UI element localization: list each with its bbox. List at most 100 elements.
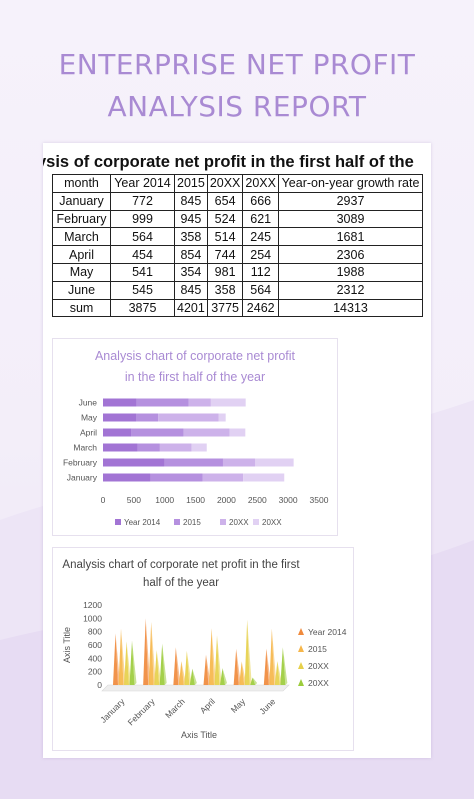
page-title: ENTERPRISE NET PROFIT ANALYSIS REPORT [0, 44, 474, 128]
table-cell: 254 [242, 245, 279, 264]
cone-mark [173, 647, 179, 685]
hbar-segment [137, 443, 160, 452]
cone-mark [124, 641, 129, 685]
cone-mark-shade [192, 668, 197, 685]
table-cell: 354 [174, 262, 208, 282]
cone-mark-shade [151, 622, 156, 685]
hbar-segment [136, 398, 189, 407]
cone-legend-swatch [298, 662, 304, 669]
hbar-category-label: February [63, 458, 98, 468]
cone-y-tick-label: 400 [88, 653, 102, 663]
hbar-segment [103, 413, 137, 422]
table-cell: 514 [206, 227, 244, 247]
cone-mark-shade [266, 648, 271, 685]
cone-mark-shade [277, 661, 282, 685]
table-cell: 3775 [206, 298, 244, 318]
hbar-segment [222, 458, 256, 467]
cone-mark-shade [236, 648, 241, 685]
table-header-cell: Year-on-year growth rate [278, 174, 423, 193]
table-header-row: month Year 2014 2015 20XX 20XX Year-on-year g… [52, 174, 423, 193]
horizontal-bar-chart: Analysis chart of corporate net profit i… [63, 349, 329, 527]
cone-category-label: May [229, 696, 248, 715]
hbar-segment [202, 473, 244, 482]
hbar-segment [131, 428, 184, 437]
report-sheet: ysis of corporate net profit in the firs… [43, 143, 431, 758]
hbar-x-tick-label: 0 [101, 495, 106, 505]
table-row: February 999 945 524 621 3089 [52, 209, 423, 229]
hbar-segment [183, 428, 230, 437]
cone-mark [154, 650, 160, 685]
hbar-x-tick-label: 1000 [155, 495, 174, 505]
cone-mark [189, 668, 195, 685]
cone-legend-label: 2015 [308, 644, 327, 654]
table-cell: 3875 [110, 298, 175, 318]
table-header-cell: 20XX [206, 174, 244, 193]
hbar-segment [159, 443, 192, 452]
table-row: May 541 354 981 112 1988 [52, 262, 423, 282]
cone-mark [280, 647, 286, 685]
hbar-segment [103, 428, 132, 437]
cone-legend-swatch [298, 628, 304, 635]
hbar-segment [150, 473, 203, 482]
cone-mark-shade [156, 650, 162, 685]
table-cell: 3089 [278, 209, 423, 229]
cone-mark-shade [132, 640, 137, 685]
cone-mark [209, 628, 214, 685]
table-cell: 854 [174, 245, 208, 264]
table-cell: 2306 [278, 245, 423, 264]
cone-floor [101, 684, 290, 692]
table-cell: 654 [206, 191, 244, 211]
cone-mark [244, 619, 250, 685]
hbar-segment [210, 398, 246, 407]
table-cell: sum [52, 298, 111, 318]
table-cell: 744 [206, 245, 244, 264]
hbar-segment [103, 398, 137, 407]
table-cell: 981 [206, 262, 244, 282]
cone-mark [214, 635, 220, 685]
hbar-segment [188, 398, 211, 407]
table-cell: 541 [110, 262, 175, 282]
table-row: April 454 854 744 254 2306 [52, 245, 423, 264]
cone-mark [269, 628, 275, 685]
cone-chart-title-line-2: half of the year [143, 577, 219, 589]
table-cell: 1681 [278, 227, 423, 247]
cone-y-tick-label: 1000 [83, 613, 102, 623]
table-cell: 112 [242, 262, 279, 282]
hbar-category-label: June [79, 398, 98, 408]
hbar-legend-swatch [115, 519, 121, 525]
cone-mark-shade [162, 643, 167, 685]
hbar-segment [103, 443, 138, 452]
cone-mark-shade [175, 647, 181, 685]
cone-category-label: June [257, 696, 277, 716]
hbar-legend-swatch [174, 519, 180, 525]
table-row: March 564 358 514 245 1681 [52, 227, 423, 247]
hbar-chart-title-line-1: Analysis chart of corporate net profit [95, 349, 296, 363]
cone-mark [178, 661, 184, 685]
cone-mark-shade [211, 628, 216, 685]
table-row: sum 3875 4201 3775 2462 14313 [52, 298, 423, 318]
cone-mark-shade [181, 661, 186, 685]
cone-y-tick-label: 200 [88, 667, 102, 677]
hbar-x-tick-label: 2500 [248, 495, 267, 505]
table-cell: 454 [110, 245, 175, 264]
cone-legend-label: 20XX [308, 661, 329, 671]
cone-mark-shade [186, 650, 192, 685]
hbar-segment [136, 413, 159, 422]
table-cell: 524 [206, 209, 244, 229]
cone-mark-shade [252, 677, 258, 685]
table-cell: 621 [242, 209, 279, 229]
hbar-x-tick-label: 3500 [310, 495, 329, 505]
hbar-legend-label: Year 2014 [124, 518, 161, 527]
cone-chart-y-axis-title: Axis Title [62, 627, 72, 663]
table-cell: 2462 [242, 298, 279, 318]
cone-legend: Year 2014 2015 20XX 20XX [298, 627, 347, 688]
cone-mark [143, 618, 149, 685]
page-title-line-2: ANALYSIS REPORT [107, 90, 367, 123]
table-cell: February [52, 209, 111, 229]
cone-mark [220, 668, 225, 685]
table-cell: May [52, 262, 111, 282]
cone-mark-shade [247, 619, 252, 685]
cone-y-tick-label: 600 [88, 640, 102, 650]
cone-mark [250, 677, 256, 685]
table-cell: 772 [110, 191, 175, 211]
